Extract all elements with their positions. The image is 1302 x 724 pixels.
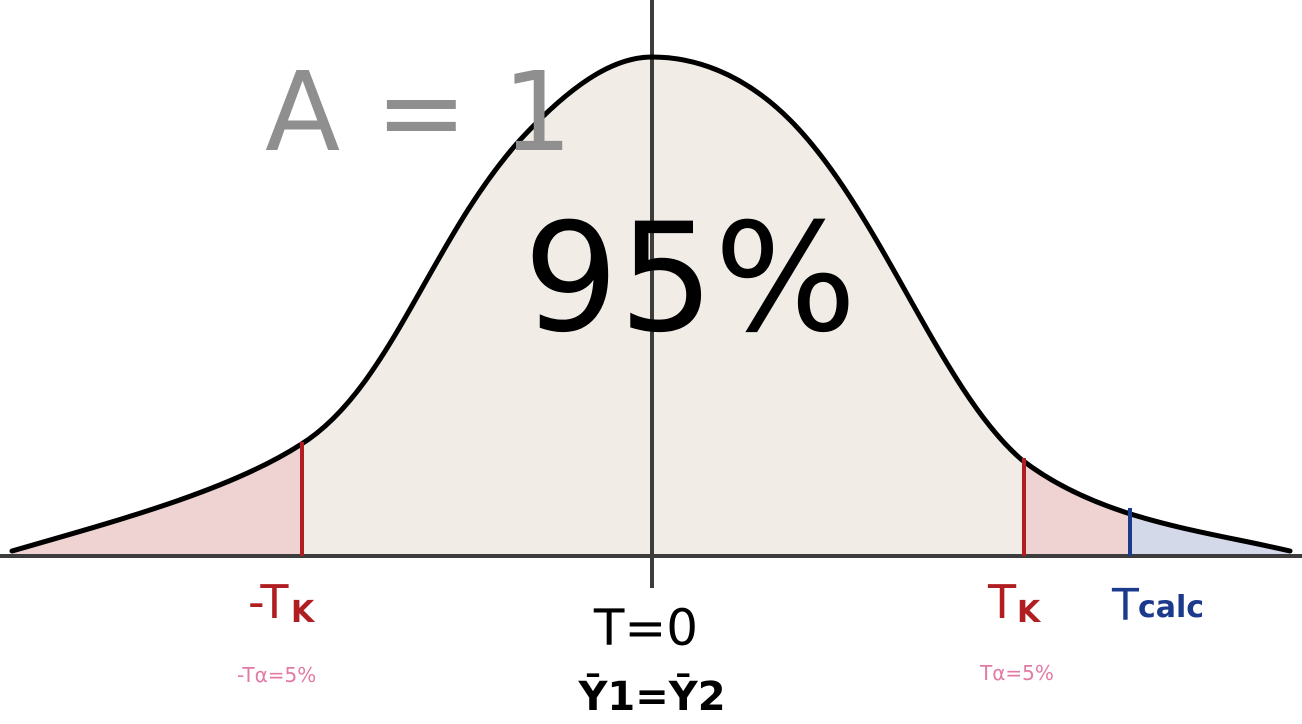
- tcalc-label: T calc: [1111, 580, 1204, 631]
- center-percent-label: 95%: [523, 192, 856, 366]
- pos-alpha-label: Tα=5%: [979, 661, 1054, 685]
- neg-critical-label: -T K: [248, 575, 316, 630]
- svg-text:-T: -T: [248, 575, 289, 629]
- header-label: A = 1: [265, 48, 572, 176]
- svg-text:K: K: [1017, 595, 1042, 630]
- neg-alpha-label: -Tα=5%: [237, 663, 316, 687]
- left-rejection-region: [12, 57, 302, 556]
- tcalc-tail-region: [1130, 57, 1290, 556]
- svg-text:T: T: [1111, 580, 1139, 631]
- svg-text:K: K: [291, 595, 316, 630]
- pos-critical-label: T K: [987, 575, 1042, 630]
- right-rejection-region: [1024, 57, 1130, 556]
- mean-equality-label: Ȳ1=Ȳ2: [577, 672, 725, 720]
- center-t-label: T=0: [593, 599, 698, 657]
- svg-text:T: T: [987, 575, 1017, 629]
- svg-text:calc: calc: [1138, 590, 1204, 625]
